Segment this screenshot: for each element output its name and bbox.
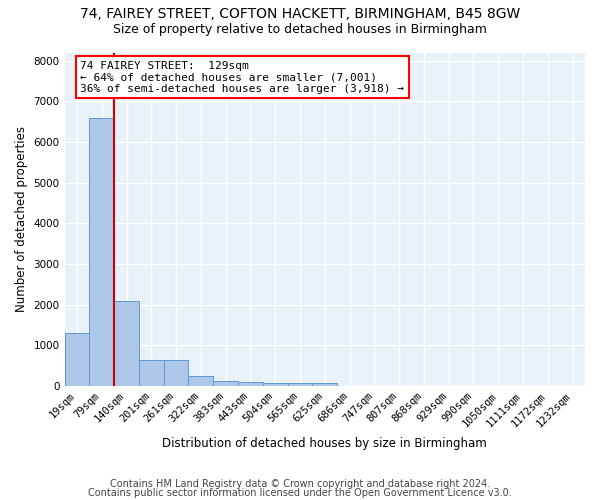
Bar <box>313 384 337 386</box>
Bar <box>188 376 213 386</box>
Bar <box>164 360 188 386</box>
X-axis label: Distribution of detached houses by size in Birmingham: Distribution of detached houses by size … <box>163 437 487 450</box>
Bar <box>213 380 238 386</box>
Y-axis label: Number of detached properties: Number of detached properties <box>15 126 28 312</box>
Bar <box>114 301 139 386</box>
Bar <box>65 332 89 386</box>
Text: 74 FAIREY STREET:  129sqm
← 64% of detached houses are smaller (7,001)
36% of se: 74 FAIREY STREET: 129sqm ← 64% of detach… <box>80 61 404 94</box>
Text: 74, FAIREY STREET, COFTON HACKETT, BIRMINGHAM, B45 8GW: 74, FAIREY STREET, COFTON HACKETT, BIRMI… <box>80 8 520 22</box>
Bar <box>287 384 313 386</box>
Bar <box>139 360 164 386</box>
Text: Contains public sector information licensed under the Open Government Licence v3: Contains public sector information licen… <box>88 488 512 498</box>
Text: Contains HM Land Registry data © Crown copyright and database right 2024.: Contains HM Land Registry data © Crown c… <box>110 479 490 489</box>
Text: Size of property relative to detached houses in Birmingham: Size of property relative to detached ho… <box>113 22 487 36</box>
Bar <box>89 118 114 386</box>
Bar <box>263 384 287 386</box>
Bar <box>238 382 263 386</box>
